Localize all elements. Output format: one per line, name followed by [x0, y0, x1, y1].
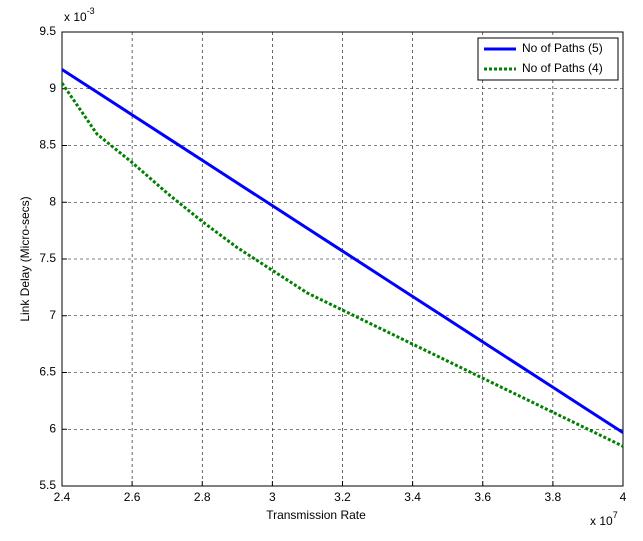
- y-tick-label: 7.5: [39, 251, 56, 265]
- x-tick-label: 3.8: [545, 490, 562, 504]
- x-tick-label: 3.4: [404, 490, 421, 504]
- y-tick-label: 7: [49, 308, 56, 322]
- y-tick-label: 9: [49, 81, 56, 95]
- legend-box: [477, 37, 619, 81]
- x-tick-label: 2.6: [124, 490, 141, 504]
- y-tick-label: 8: [49, 194, 56, 208]
- x-tick-label: 3.2: [334, 490, 351, 504]
- x-axis-label: Transmission Rate: [266, 508, 366, 522]
- x-tick-label: 2.8: [194, 490, 211, 504]
- x-tick-label: 3.6: [474, 490, 491, 504]
- x-multiplier-base: x 10: [590, 514, 613, 528]
- series-line: [60, 82, 624, 448]
- y-multiplier-exponent: -3: [87, 6, 95, 16]
- y-multiplier-base: x 10: [64, 10, 87, 24]
- y-tick-label: 9.5: [39, 24, 56, 38]
- y-multiplier: x 10-3: [64, 6, 95, 24]
- series-line: [61, 68, 624, 434]
- y-tick-label: 6: [49, 421, 56, 435]
- x-tick-label: 3: [269, 490, 276, 504]
- legend-label: No of Paths (5): [522, 41, 603, 55]
- x-tick-label: 4: [620, 490, 627, 504]
- legend-label: No of Paths (4): [522, 61, 603, 75]
- y-tick-label: 5.5: [39, 478, 56, 492]
- x-multiplier: x 107: [590, 510, 618, 528]
- y-tick-label: 6.5: [39, 365, 56, 379]
- x-tick-label: 2.4: [54, 490, 71, 504]
- x-multiplier-exponent: 7: [613, 510, 618, 520]
- y-axis-label: Link Delay (Micro-secs): [18, 196, 32, 321]
- y-tick-label: 8.5: [39, 138, 56, 152]
